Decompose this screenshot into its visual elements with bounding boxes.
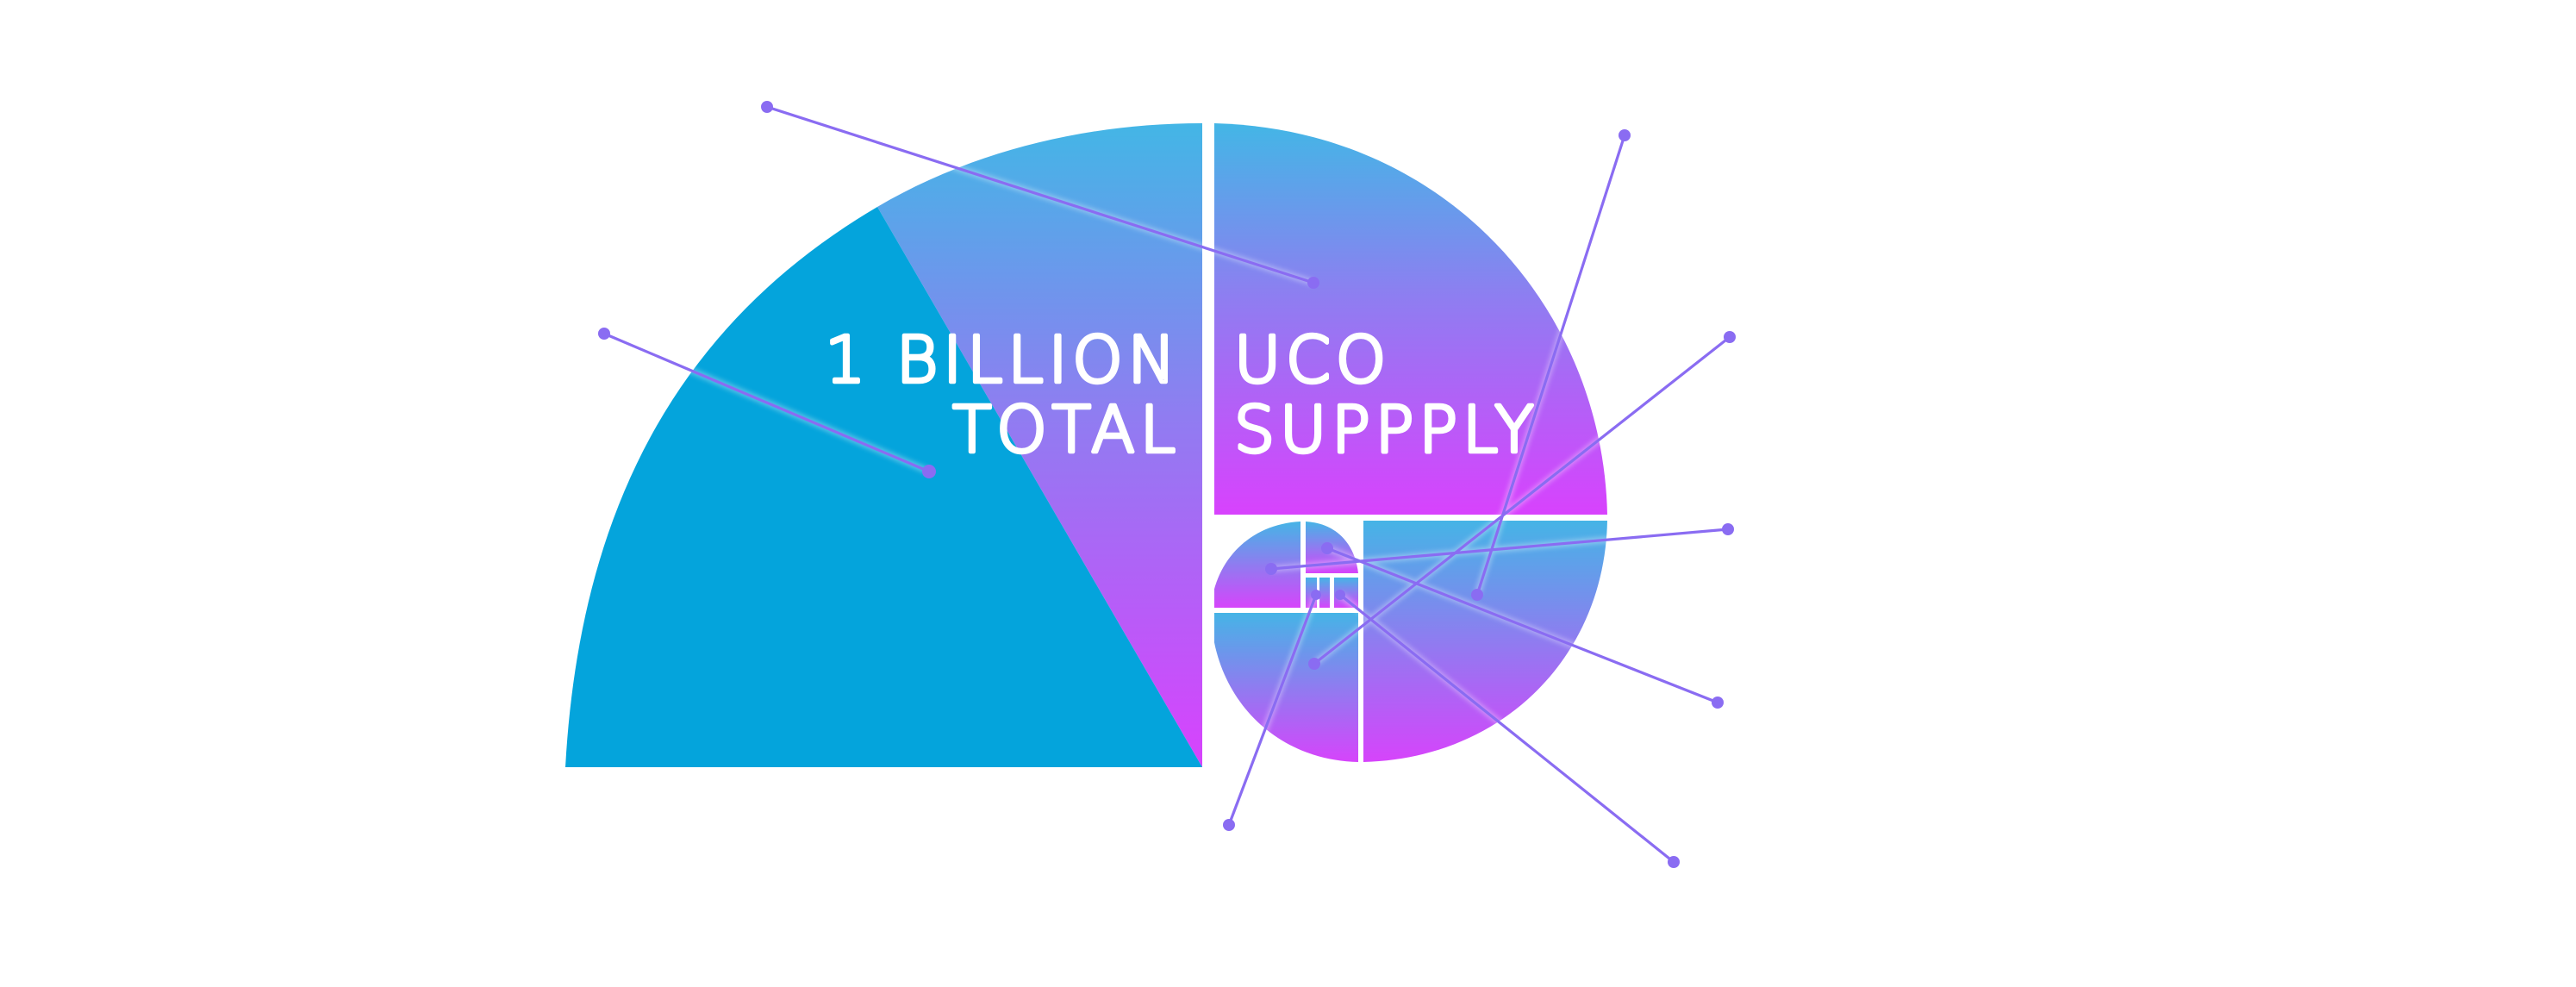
supply-title: 1 BILLION UCO TOTAL SUPPPLY xyxy=(823,322,1539,470)
separator-vertical-tiny2 xyxy=(1330,576,1334,610)
connector-line-6 xyxy=(1326,547,1718,704)
connector-dot xyxy=(1308,658,1320,670)
large-wedge-gradient xyxy=(877,123,1202,767)
connector-line-8 xyxy=(1227,594,1318,826)
title-line2-right: SUPPPLY xyxy=(1234,393,1539,467)
connector-dot xyxy=(1223,819,1235,831)
connector-dot xyxy=(1668,856,1680,868)
connector-lines xyxy=(598,101,1736,868)
tiny-square-c xyxy=(1317,578,1329,608)
connector-dot xyxy=(598,328,610,340)
connector-dot xyxy=(1265,563,1277,575)
connector-line-1 xyxy=(766,105,1314,284)
connector-dot xyxy=(1307,277,1319,289)
separator-horizontal-small xyxy=(1207,608,1362,613)
title-line1-right: UCO xyxy=(1234,323,1391,397)
separator-horizontal-tiny xyxy=(1303,573,1360,578)
title-line1-left: 1 BILLION xyxy=(825,323,1181,397)
connector-line-7 xyxy=(1338,593,1675,864)
connector-dot xyxy=(1619,129,1631,141)
separator-vertical-main xyxy=(1202,112,1214,776)
connector-dot xyxy=(1335,590,1345,600)
separator-horizontal-mid xyxy=(1207,515,1620,521)
large-wedge-blue xyxy=(565,207,1202,767)
top-right-quarter xyxy=(1214,123,1607,515)
connector-line-2 xyxy=(603,332,930,473)
bottom-left-small-quarter xyxy=(1211,613,1358,762)
title-line2-left: TOTAL xyxy=(952,393,1181,467)
separator-vertical-small xyxy=(1358,517,1363,767)
small-quarter-top-left xyxy=(1211,522,1300,608)
connector-line-5 xyxy=(1270,528,1729,571)
connector-dot xyxy=(761,101,773,113)
connector-dot xyxy=(1712,697,1724,709)
connector-dot xyxy=(1724,331,1736,343)
connector-dot xyxy=(1722,523,1734,535)
connector-dot xyxy=(1311,590,1321,600)
connector-line-4 xyxy=(1313,335,1731,665)
connector-line-3 xyxy=(1475,134,1626,596)
connector-dot xyxy=(922,465,936,478)
connector-dot xyxy=(1321,542,1333,554)
connector-dot xyxy=(1471,589,1483,601)
